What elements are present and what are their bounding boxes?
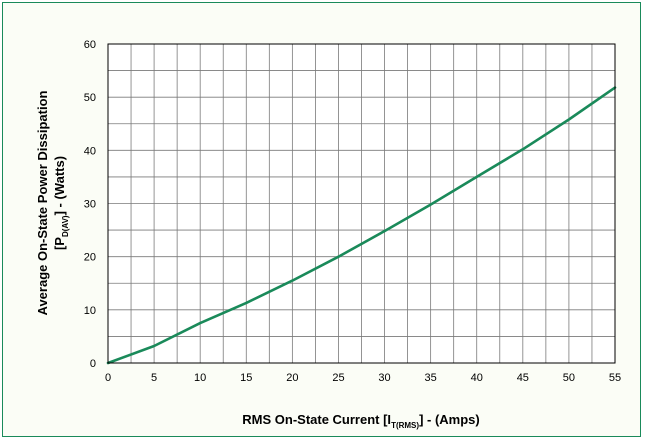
y-axis-title: Average On-State Power Dissipation [PD(A… bbox=[35, 90, 70, 315]
x-tick-label: 55 bbox=[609, 372, 621, 384]
plot-border bbox=[107, 43, 616, 364]
x-tick-label: 10 bbox=[194, 372, 206, 384]
y-tick-label: 50 bbox=[84, 92, 96, 104]
x-tick-label: 35 bbox=[425, 372, 437, 384]
x-tick-label: 5 bbox=[151, 372, 157, 384]
y-tick-label: 60 bbox=[84, 39, 96, 51]
y-tick-label: 20 bbox=[84, 252, 96, 264]
y-axis-title-line1: Average On-State Power Dissipation bbox=[35, 90, 50, 315]
grid bbox=[108, 44, 615, 363]
x-tick-labels: 0 5 10 15 20 25 30 35 40 45 50 55 bbox=[105, 372, 621, 384]
y-tick-label: 40 bbox=[84, 145, 96, 157]
y-axis-title-line2: [PD(AV)] - (Watts) bbox=[52, 156, 70, 250]
x-tick-label: 50 bbox=[563, 372, 575, 384]
x-tick-label: 40 bbox=[471, 372, 483, 384]
series-group bbox=[106, 86, 617, 365]
x-tick-label: 20 bbox=[286, 372, 298, 384]
x-tick-label: 25 bbox=[332, 372, 344, 384]
y-tick-label: 30 bbox=[84, 199, 96, 211]
x-axis-title: RMS On-State Current [IT(RMS)] - (Amps) bbox=[242, 412, 479, 430]
y-tick-label: 10 bbox=[84, 305, 96, 317]
y-tick-label: 0 bbox=[90, 358, 96, 370]
x-tick-label: 30 bbox=[378, 372, 390, 384]
x-tick-label: 45 bbox=[517, 372, 529, 384]
x-tick-label: 0 bbox=[105, 372, 111, 384]
y-tick-labels: 0 10 20 30 40 50 60 bbox=[84, 39, 96, 370]
x-tick-label: 15 bbox=[240, 372, 252, 384]
series-line bbox=[106, 86, 617, 365]
